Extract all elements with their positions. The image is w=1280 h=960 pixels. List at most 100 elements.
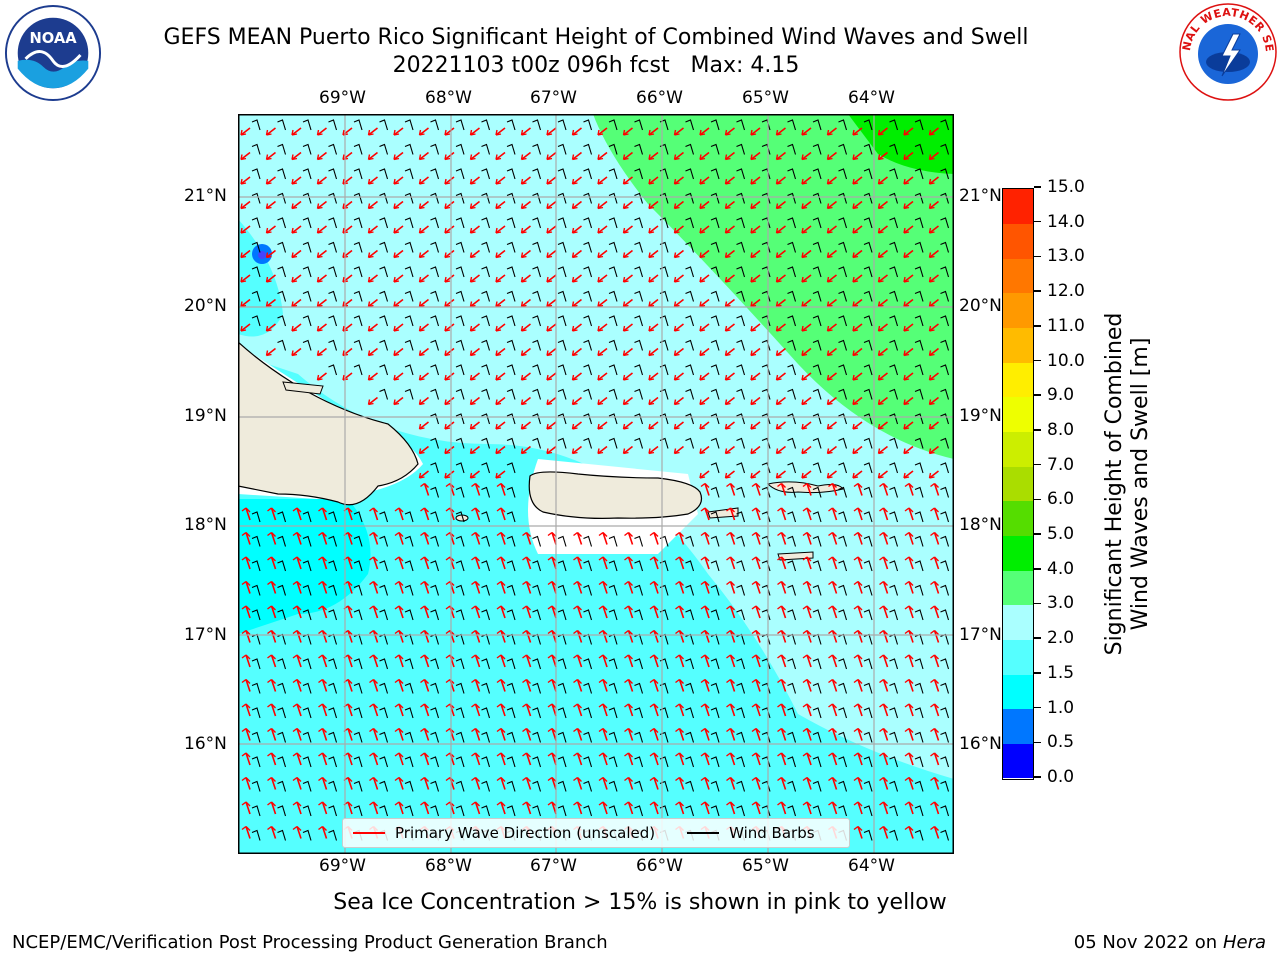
wave-direction-arrowhead	[394, 580, 404, 586]
wave-direction-arrow	[393, 249, 404, 259]
wave-direction-arrowhead	[420, 507, 429, 513]
wind-barb	[379, 143, 389, 155]
wind-barb	[532, 315, 542, 327]
wave-direction-arrow	[423, 581, 430, 594]
wind-barb	[379, 535, 389, 547]
wave-direction-arrow	[933, 532, 940, 545]
wave-direction-arrow	[852, 274, 863, 283]
wave-direction-arrow	[398, 605, 404, 619]
wave-direction-arrowhead	[903, 276, 910, 283]
wave-direction-arrowhead	[316, 374, 323, 381]
wave-direction-arrow	[551, 654, 557, 668]
wave-direction-arrowhead	[826, 252, 833, 259]
wave-direction-arrowhead	[520, 178, 527, 185]
wave-direction-arrowhead	[241, 605, 251, 611]
wave-direction-arrow	[852, 200, 863, 210]
wind-barb	[506, 511, 516, 523]
wave-direction-arrowhead	[675, 531, 684, 537]
wind-barb	[430, 535, 440, 547]
wind-barb	[506, 217, 516, 229]
wind-barb	[430, 119, 440, 131]
wave-direction-arrow	[444, 127, 455, 136]
wave-direction-arrowhead	[904, 752, 914, 758]
wave-direction-arrow	[627, 728, 634, 741]
wind-barb	[608, 780, 618, 792]
wave-direction-arrowhead	[826, 227, 833, 234]
wave-direction-arrow	[776, 323, 786, 332]
wind-barb	[353, 143, 363, 155]
wave-direction-arrowhead	[240, 325, 247, 332]
wave-direction-arrowhead	[673, 227, 680, 234]
wind-barb	[736, 658, 746, 670]
wind-barb	[583, 315, 593, 327]
wave-direction-arrow	[780, 752, 787, 766]
wave-direction-arrow	[623, 151, 633, 161]
wave-direction-arrowhead	[471, 507, 480, 513]
wave-direction-arrow	[648, 176, 659, 185]
wave-direction-arrow	[882, 826, 889, 839]
wave-direction-arrow	[347, 556, 353, 570]
wind-barb	[481, 413, 491, 425]
wave-direction-arrow	[296, 507, 302, 521]
wind-barb	[455, 658, 465, 670]
wind-barb	[914, 829, 924, 841]
wind-barb	[940, 266, 950, 278]
colorbar-bin	[1003, 362, 1033, 398]
wind-barb	[379, 780, 389, 792]
wind-barb	[863, 339, 873, 351]
wave-direction-arrow	[908, 507, 914, 521]
wind-barb	[940, 339, 950, 351]
wind-barb	[608, 609, 618, 621]
wave-direction-arrowhead	[267, 825, 276, 831]
wave-direction-arrow	[398, 532, 404, 545]
wind-barb	[328, 707, 338, 719]
wave-direction-arrowhead	[828, 703, 837, 709]
wave-direction-arrowhead	[802, 605, 812, 611]
wind-barb	[634, 339, 644, 351]
wave-direction-arrowhead	[673, 276, 680, 283]
wave-direction-arrow	[372, 630, 379, 643]
wind-barb	[863, 584, 873, 596]
wave-direction-arrow	[572, 323, 582, 332]
colorbar-tick-label: 13.0	[1034, 246, 1085, 266]
wave-direction-arrowhead	[699, 203, 706, 210]
wind-barb	[404, 339, 414, 351]
wave-direction-arrowhead	[597, 350, 604, 357]
wave-direction-arrow	[878, 323, 888, 332]
wave-direction-arrow	[398, 777, 404, 790]
wave-direction-arrowhead	[879, 580, 888, 586]
wave-direction-arrowhead	[877, 203, 884, 210]
wind-barb	[914, 780, 924, 792]
wave-direction-arrowhead	[903, 448, 910, 455]
wind-barb	[812, 486, 822, 498]
wave-direction-arrowhead	[522, 556, 531, 562]
wave-direction-arrow	[419, 421, 429, 430]
wave-direction-arrow	[908, 605, 914, 619]
wave-direction-arrow	[597, 274, 608, 283]
wave-direction-arrow	[245, 826, 251, 839]
wind-barb	[812, 290, 822, 302]
wind-barb	[940, 462, 950, 474]
wave-direction-arrowhead	[930, 482, 939, 488]
wave-direction-arrow	[296, 703, 302, 717]
wave-direction-arrow	[444, 298, 455, 308]
wind-barb	[710, 462, 720, 474]
wave-direction-arrowhead	[648, 203, 655, 210]
wave-direction-arrow	[576, 556, 583, 570]
wind-barb	[736, 486, 746, 498]
wave-direction-arrow	[321, 581, 328, 594]
wind-barb	[353, 658, 363, 670]
wind-barb	[251, 560, 261, 572]
wave-direction-arrowhead	[267, 507, 276, 513]
wind-barb	[379, 364, 389, 376]
wind-barb	[787, 143, 797, 155]
wave-direction-arrow	[827, 323, 837, 332]
wind-barb	[608, 584, 618, 596]
wave-direction-arrow	[398, 703, 404, 717]
wind-barb	[838, 143, 848, 155]
wind-barb	[583, 805, 593, 817]
wind-barb	[940, 829, 950, 841]
wave-direction-arrowhead	[673, 325, 680, 332]
wave-direction-arrow	[500, 605, 506, 619]
wave-direction-arrow	[419, 372, 429, 381]
